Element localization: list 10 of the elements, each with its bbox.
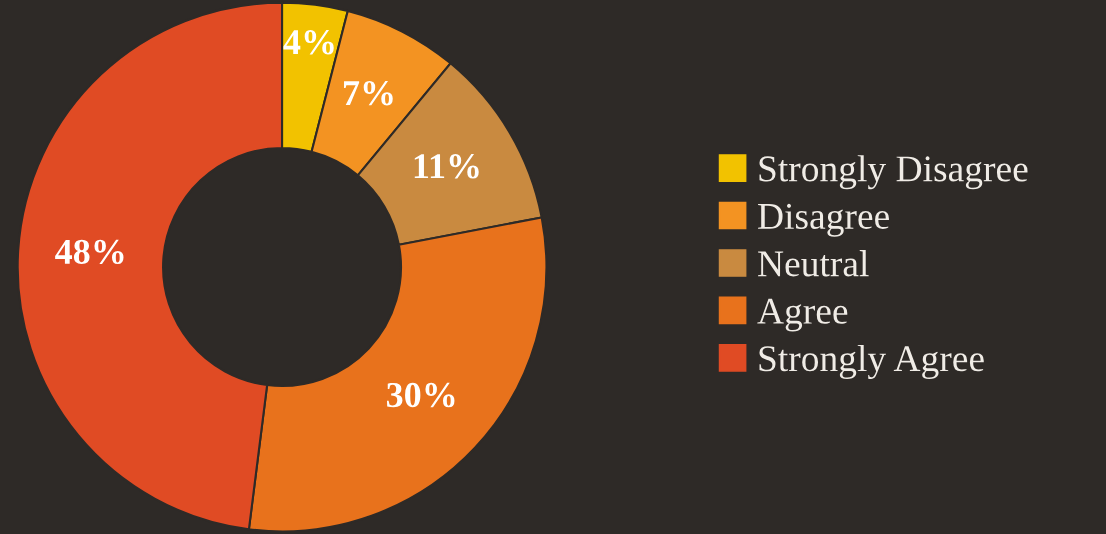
legend-label: Strongly Disagree: [759, 155, 1028, 190]
legend-label: Strongly Agree: [759, 344, 984, 380]
legend-label: Agree: [757, 298, 848, 332]
legend-label: Neutral: [758, 250, 869, 277]
data-label: 48%: [55, 239, 124, 265]
data-label: 30%: [386, 382, 455, 408]
legend-label: Disagree: [758, 203, 889, 237]
data-label: 4%: [283, 30, 334, 55]
data-label: 11%: [414, 154, 479, 179]
data-label: 7%: [344, 80, 393, 106]
